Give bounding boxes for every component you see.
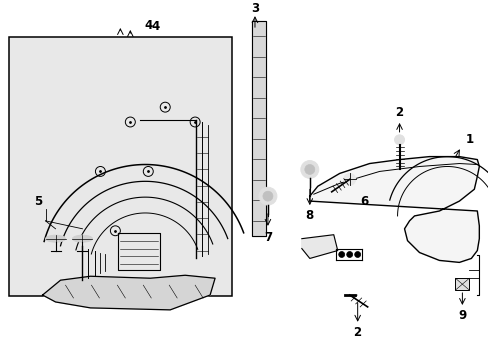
Circle shape (343, 174, 355, 185)
Text: 3: 3 (250, 2, 259, 15)
Bar (454, 278, 468, 290)
Polygon shape (42, 275, 215, 310)
Circle shape (394, 135, 404, 145)
Circle shape (304, 165, 314, 174)
Text: 4: 4 (151, 19, 159, 33)
Text: 9: 9 (457, 309, 466, 322)
Text: 4: 4 (144, 19, 152, 32)
Text: 8: 8 (305, 210, 313, 222)
Text: 7: 7 (264, 231, 271, 244)
Text: 2: 2 (395, 105, 403, 118)
Circle shape (259, 187, 276, 205)
Text: 1: 1 (465, 133, 472, 146)
Polygon shape (301, 235, 337, 258)
Text: 6: 6 (360, 195, 368, 208)
Circle shape (338, 252, 344, 257)
Ellipse shape (72, 235, 92, 242)
Polygon shape (309, 157, 478, 262)
Circle shape (354, 252, 360, 257)
Bar (9, 37, 232, 296)
Circle shape (263, 191, 272, 201)
Text: 2: 2 (353, 326, 361, 339)
Circle shape (346, 252, 352, 257)
Text: 5: 5 (34, 195, 42, 208)
Polygon shape (251, 21, 265, 236)
Circle shape (300, 161, 318, 178)
Ellipse shape (45, 235, 65, 242)
